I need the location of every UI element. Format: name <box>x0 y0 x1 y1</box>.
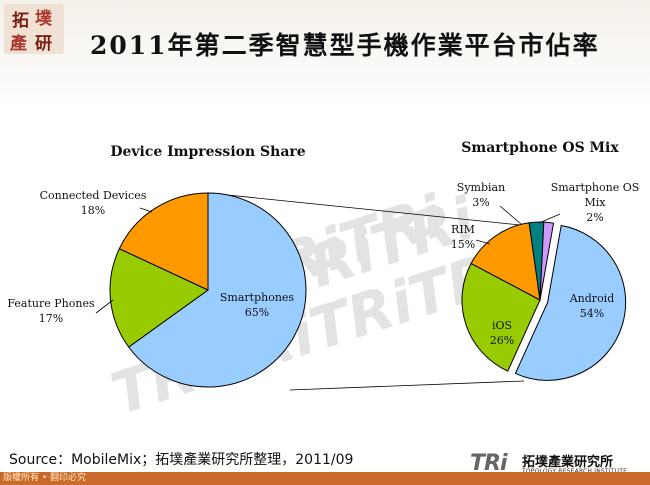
connector-line-top <box>207 192 521 226</box>
os-chart-title: Smartphone OS Mix <box>461 140 619 156</box>
label-symbian: Symbian 3% <box>457 181 505 209</box>
pie-slice-smartphones <box>128 192 307 388</box>
leader-rim <box>475 239 491 245</box>
source-note: Source：MobileMix；拓墣產業研究所整理，2011/09 <box>9 452 354 468</box>
label-smartphone-os-mix: Smartphone OS Mix 2% <box>551 181 640 224</box>
pie-slice-smartphone-os-mix <box>539 221 555 301</box>
institute-logo: 拓 墣 產 研 <box>4 4 64 54</box>
breakout-connectors <box>207 192 525 391</box>
connector-line-bottom <box>289 380 525 391</box>
label-rim: RIM 15% <box>451 223 475 251</box>
slide-title: 2011年第二季智慧型手機作業平台市佔率 <box>90 31 600 60</box>
logo-char-3: 產 <box>10 33 27 54</box>
label-connected-devices: Connected Devices 18% <box>40 189 147 217</box>
pie-slice-ios <box>461 262 541 372</box>
pie-slice-rim <box>470 222 541 301</box>
copyright-text: 版權所有 • 翻印必究 <box>3 473 87 483</box>
logo-char-2: 墣 <box>35 9 52 29</box>
leader-smartphone-os-mix <box>538 213 561 224</box>
pie-slice-android <box>514 224 627 381</box>
label-feature-phones: Feature Phones 17% <box>7 297 95 325</box>
footer-logo: TRi 拓墣產業研究所 TOPOLOGY RESEARCH INSTITUTE <box>470 451 648 477</box>
footer-logo-name: 拓墣產業研究所 <box>522 455 614 470</box>
logo-char-1: 拓 <box>12 11 29 31</box>
logo-char-4: 研 <box>35 34 52 54</box>
leader-feature-phones <box>95 299 114 314</box>
label-ios: iOS 26% <box>490 319 514 347</box>
leader-symbian <box>499 205 522 225</box>
footer-logo-subtitle: TOPOLOGY RESEARCH INSTITUTE <box>522 468 627 475</box>
os-mix-pie: Android 54% iOS 26% RIM 15% Symbian 3% Smartphon… <box>451 181 640 381</box>
label-android: Android 54% <box>569 292 615 320</box>
pie-slice-feature-phones <box>109 248 209 348</box>
leader-connected-devices <box>139 207 153 213</box>
label-smartphones: Smartphones 65% <box>220 291 295 319</box>
device-share-pie: Smartphones 65% Feature Phones 17% Connected… <box>7 189 307 388</box>
tri-logo-mark: TRi <box>470 451 507 476</box>
pie-slice-connected-devices <box>118 192 209 291</box>
copyright-bar: 版權所有 • 翻印必究 <box>0 472 650 485</box>
device-chart-title: Device Impression Share <box>110 144 305 160</box>
